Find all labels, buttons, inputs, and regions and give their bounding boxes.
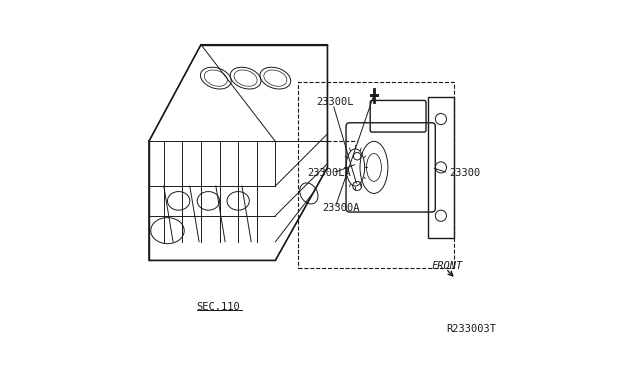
- Text: 23300A: 23300A: [322, 203, 360, 213]
- Text: 23300LA: 23300LA: [307, 168, 351, 178]
- Text: FRONT: FRONT: [431, 261, 463, 271]
- Text: 23300L: 23300L: [316, 97, 354, 107]
- Text: 23300: 23300: [449, 168, 481, 178]
- Text: SEC.110: SEC.110: [196, 302, 239, 312]
- Text: R233003T: R233003T: [447, 324, 497, 334]
